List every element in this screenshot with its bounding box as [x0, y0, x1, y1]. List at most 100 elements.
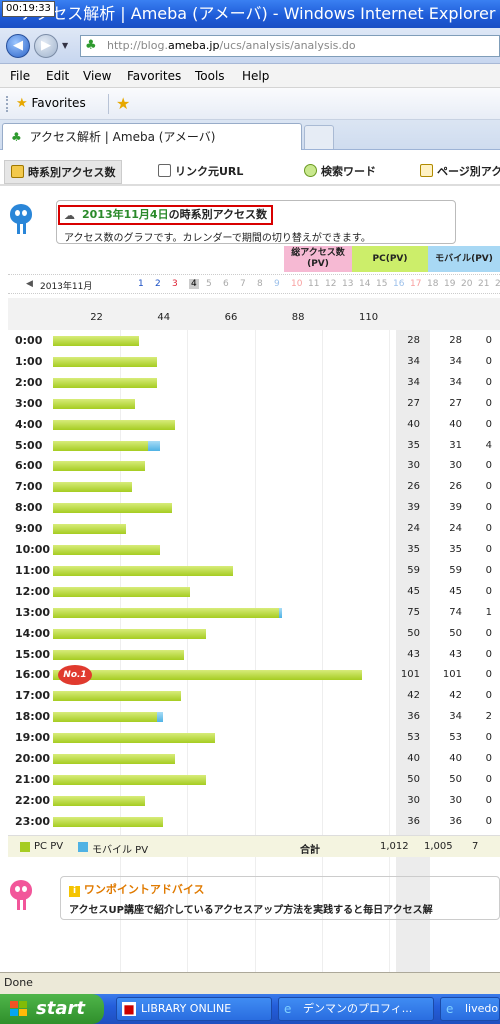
- calendar-day-16[interactable]: 16: [393, 279, 405, 289]
- menu-favorites[interactable]: Favorites: [127, 69, 182, 83]
- calendar-day-8[interactable]: 8: [257, 279, 263, 289]
- advice-text: アクセスUP講座で紹介しているアクセスアップ方法を実践すると毎日アクセス解: [69, 905, 433, 916]
- hour-label: 2:00: [15, 375, 43, 389]
- calendar-day-6[interactable]: 6: [223, 279, 229, 289]
- calendar-day-19[interactable]: 19: [444, 279, 456, 289]
- calendar-prev-icon[interactable]: ◀: [26, 279, 33, 289]
- total-value: 26: [407, 481, 420, 493]
- total-value: 30: [407, 460, 420, 472]
- hour-label: 3:00: [15, 396, 43, 410]
- taskbar-item-library[interactable]: ■ LIBRARY ONLINE: [116, 997, 272, 1021]
- hour-label: 0:00: [15, 334, 43, 347]
- mobile-bar: [147, 440, 160, 451]
- mobile-value: 4: [485, 439, 492, 451]
- menu-edit[interactable]: Edit: [46, 69, 70, 83]
- subnav-label: 検索ワード: [321, 165, 376, 178]
- back-button[interactable]: ◀: [6, 34, 30, 58]
- tab-active[interactable]: ♣ アクセス解析 | Ameba (アメーバ): [2, 123, 302, 150]
- ie-icon: e: [446, 1002, 454, 1016]
- toolbar-grip[interactable]: [6, 96, 9, 112]
- calendar-day-13[interactable]: 13: [342, 279, 354, 289]
- calendar-day-15[interactable]: 15: [376, 279, 388, 289]
- x-tick-label: 22: [90, 312, 103, 323]
- mobile-value: 0: [485, 564, 492, 576]
- address-input[interactable]: http://blog.ameba.jp/ucs/analysis/analys…: [80, 35, 500, 57]
- calendar-day-3[interactable]: 3: [172, 279, 178, 289]
- calendar-day-9[interactable]: 9: [274, 279, 280, 289]
- calendar-day-10[interactable]: 10: [291, 279, 303, 289]
- calendar-day-20[interactable]: 20: [461, 279, 473, 289]
- subnav-hourly-access[interactable]: 時系別アクセス数: [4, 160, 123, 184]
- calendar-day-2[interactable]: 2: [155, 279, 161, 289]
- pc-value: 30: [449, 460, 462, 472]
- taskbar-item-profile[interactable]: e デンマンのプロフィ...: [278, 997, 434, 1021]
- mobile-value: 0: [485, 418, 492, 430]
- x-tick-label: 44: [157, 312, 171, 323]
- favorites-button[interactable]: ★ Favorites: [16, 96, 86, 111]
- pc-value: 40: [449, 753, 462, 764]
- no1-badge: No.1: [58, 665, 92, 686]
- menu-tools[interactable]: Tools: [195, 69, 225, 83]
- calendar-day-4[interactable]: 4: [189, 279, 199, 289]
- pc-value: 31: [449, 439, 462, 451]
- calendar-day-18[interactable]: 18: [427, 279, 439, 289]
- grid-line: [187, 330, 189, 972]
- clock-overlay: 00:19:33: [2, 1, 55, 17]
- calendar-day-17[interactable]: 17: [410, 279, 422, 289]
- taskbar-item-livedoor[interactable]: e livedo: [440, 997, 500, 1021]
- subnav-referrer-url[interactable]: リンク元URL: [158, 160, 243, 184]
- forward-button[interactable]: ▶: [34, 34, 58, 58]
- total-value: 53: [407, 732, 420, 744]
- mobile-value: 0: [485, 355, 492, 367]
- new-tab-button[interactable]: [304, 125, 334, 149]
- pc-value: 27: [449, 397, 462, 409]
- pc-value: 40: [449, 418, 462, 430]
- taskbar-item-label: LIBRARY ONLINE: [141, 1002, 232, 1015]
- pdf-icon: ■: [122, 1002, 136, 1016]
- pc-value: 30: [449, 794, 462, 806]
- calendar-day-12[interactable]: 12: [325, 279, 337, 289]
- advice-title[interactable]: i ワンポイントアドバイス: [69, 881, 205, 897]
- x-tick-label: 88: [291, 312, 305, 323]
- total-value: 40: [407, 418, 420, 430]
- hourly-access-chart: 22 44 66 88 110 0:00 28 28 0 1:00 34 34 0 2:00 34 34 0 3:…: [8, 298, 500, 972]
- calendar-day-21[interactable]: 21: [478, 279, 490, 289]
- subnav-label: リンク元URL: [175, 165, 244, 178]
- pc-bar: [53, 649, 185, 660]
- hour-label: 11:00: [15, 563, 51, 577]
- sum-label: 合計: [300, 845, 320, 856]
- favorites-bar: ★ Favorites ★: [0, 88, 500, 120]
- pc-bar: [53, 586, 191, 597]
- menu-file[interactable]: File: [10, 69, 31, 83]
- window-title-bar[interactable]: アクセス解析 | Ameba (アメーバ) - Windows Internet…: [0, 0, 500, 28]
- pc-bar: [53, 774, 206, 785]
- calendar-day-22[interactable]: 22: [495, 279, 500, 289]
- calendar-day-11[interactable]: 11: [308, 279, 320, 289]
- start-button[interactable]: start: [0, 994, 104, 1024]
- calendar-day-1[interactable]: 1: [138, 279, 144, 289]
- total-value: 50: [407, 627, 420, 639]
- history-dropdown-icon[interactable]: ▼: [62, 41, 69, 50]
- subnav-label: ページ別アク: [437, 165, 500, 178]
- menu-view[interactable]: View: [83, 69, 112, 83]
- legend-pc-label: PC PV: [34, 841, 64, 852]
- sum-pc: 1,005: [424, 841, 453, 852]
- mobile-value: 0: [485, 335, 492, 346]
- sum-mobile: 7: [472, 841, 479, 852]
- total-value: 101: [400, 669, 420, 681]
- add-to-favorites-icon[interactable]: ★: [116, 94, 131, 113]
- pc-bar: [53, 816, 163, 827]
- calendar-day-14[interactable]: 14: [359, 279, 371, 289]
- pc-legend-swatch: [20, 842, 30, 852]
- taskbar-item-label: デンマンのプロフィ...: [303, 1002, 413, 1015]
- mobile-bar: [279, 607, 283, 618]
- grid-line: [254, 330, 256, 972]
- calendar-day-5[interactable]: 5: [206, 279, 212, 289]
- blue-mascot-icon: [8, 204, 34, 234]
- menu-help[interactable]: Help: [242, 69, 270, 83]
- subnav-search-words[interactable]: 検索ワード: [304, 160, 376, 184]
- headline-date[interactable]: 2013年11月4日: [82, 208, 169, 221]
- pc-bar: [53, 607, 280, 618]
- calendar-day-7[interactable]: 7: [240, 279, 246, 289]
- subnav-page-access[interactable]: ページ別アク: [420, 160, 500, 184]
